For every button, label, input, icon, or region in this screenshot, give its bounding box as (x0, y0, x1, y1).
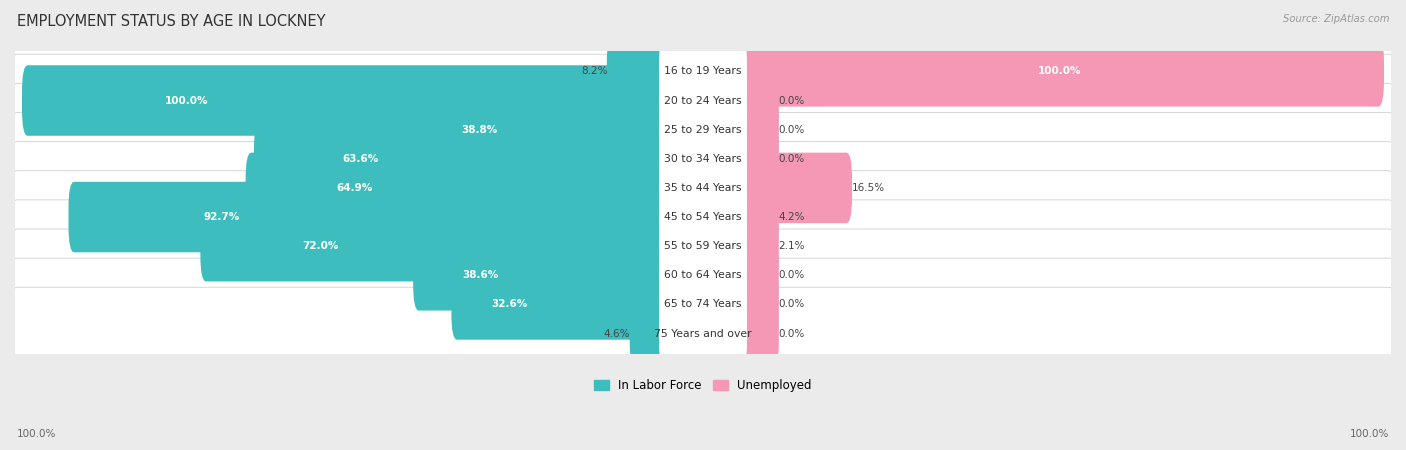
Text: 0.0%: 0.0% (778, 125, 804, 135)
FancyBboxPatch shape (10, 287, 1396, 380)
FancyBboxPatch shape (659, 124, 747, 194)
FancyBboxPatch shape (659, 36, 747, 107)
Text: 0.0%: 0.0% (778, 270, 804, 280)
FancyBboxPatch shape (735, 240, 779, 310)
Text: 0.0%: 0.0% (778, 299, 804, 310)
FancyBboxPatch shape (659, 211, 747, 281)
Text: 25 to 29 Years: 25 to 29 Years (664, 125, 742, 135)
Text: 8.2%: 8.2% (581, 67, 607, 76)
FancyBboxPatch shape (735, 94, 779, 165)
FancyBboxPatch shape (735, 65, 779, 136)
FancyBboxPatch shape (735, 36, 1384, 107)
FancyBboxPatch shape (735, 298, 779, 369)
FancyBboxPatch shape (69, 182, 671, 252)
FancyBboxPatch shape (254, 124, 671, 194)
FancyBboxPatch shape (413, 240, 671, 310)
FancyBboxPatch shape (246, 153, 671, 223)
FancyBboxPatch shape (735, 124, 779, 194)
Text: 20 to 24 Years: 20 to 24 Years (664, 95, 742, 105)
Text: 4.2%: 4.2% (778, 212, 804, 222)
Text: 75 Years and over: 75 Years and over (654, 328, 752, 338)
FancyBboxPatch shape (10, 83, 1396, 176)
Text: 65 to 74 Years: 65 to 74 Years (664, 299, 742, 310)
Text: 60 to 64 Years: 60 to 64 Years (664, 270, 742, 280)
Text: 100.0%: 100.0% (1038, 67, 1081, 76)
FancyBboxPatch shape (10, 258, 1396, 351)
FancyBboxPatch shape (659, 182, 747, 252)
FancyBboxPatch shape (201, 211, 671, 281)
FancyBboxPatch shape (10, 229, 1396, 322)
Text: 100.0%: 100.0% (166, 95, 208, 105)
Legend: In Labor Force, Unemployed: In Labor Force, Unemployed (589, 374, 817, 396)
FancyBboxPatch shape (10, 112, 1396, 205)
Text: 72.0%: 72.0% (302, 241, 339, 251)
FancyBboxPatch shape (22, 65, 671, 136)
FancyBboxPatch shape (607, 36, 671, 107)
FancyBboxPatch shape (735, 211, 779, 281)
Text: 32.6%: 32.6% (491, 299, 527, 310)
FancyBboxPatch shape (10, 25, 1396, 118)
FancyBboxPatch shape (10, 200, 1396, 292)
Text: 45 to 54 Years: 45 to 54 Years (664, 212, 742, 222)
FancyBboxPatch shape (735, 153, 852, 223)
Text: Source: ZipAtlas.com: Source: ZipAtlas.com (1282, 14, 1389, 23)
Text: 55 to 59 Years: 55 to 59 Years (664, 241, 742, 251)
Text: 0.0%: 0.0% (778, 95, 804, 105)
Text: 100.0%: 100.0% (17, 429, 56, 439)
Text: 38.6%: 38.6% (463, 270, 499, 280)
Text: 0.0%: 0.0% (778, 328, 804, 338)
FancyBboxPatch shape (412, 94, 671, 165)
FancyBboxPatch shape (659, 240, 747, 310)
Text: 35 to 44 Years: 35 to 44 Years (664, 183, 742, 193)
Text: 0.0%: 0.0% (778, 154, 804, 164)
Text: 16 to 19 Years: 16 to 19 Years (664, 67, 742, 76)
FancyBboxPatch shape (451, 269, 671, 340)
FancyBboxPatch shape (659, 153, 747, 223)
FancyBboxPatch shape (10, 54, 1396, 147)
FancyBboxPatch shape (659, 269, 747, 340)
Text: 16.5%: 16.5% (852, 183, 884, 193)
Text: 64.9%: 64.9% (336, 183, 373, 193)
Text: 30 to 34 Years: 30 to 34 Years (664, 154, 742, 164)
FancyBboxPatch shape (630, 298, 671, 369)
Text: 38.8%: 38.8% (461, 125, 498, 135)
FancyBboxPatch shape (659, 65, 747, 136)
Text: 100.0%: 100.0% (1350, 429, 1389, 439)
Text: 63.6%: 63.6% (343, 154, 380, 164)
FancyBboxPatch shape (10, 142, 1396, 234)
FancyBboxPatch shape (735, 182, 779, 252)
FancyBboxPatch shape (659, 94, 747, 165)
Text: 4.6%: 4.6% (605, 328, 630, 338)
FancyBboxPatch shape (659, 298, 747, 369)
Text: 2.1%: 2.1% (778, 241, 804, 251)
Text: EMPLOYMENT STATUS BY AGE IN LOCKNEY: EMPLOYMENT STATUS BY AGE IN LOCKNEY (17, 14, 325, 28)
FancyBboxPatch shape (735, 269, 779, 340)
Text: 92.7%: 92.7% (204, 212, 240, 222)
FancyBboxPatch shape (10, 171, 1396, 263)
